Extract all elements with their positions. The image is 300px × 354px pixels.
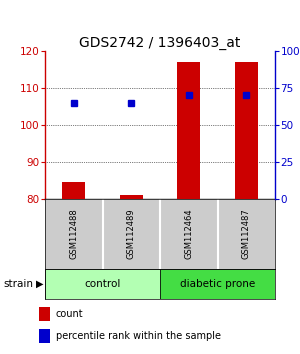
Bar	[235, 62, 258, 199]
Bar	[39, 307, 50, 321]
Title: GDS2742 / 1396403_at: GDS2742 / 1396403_at	[79, 36, 241, 50]
Text: ▶: ▶	[36, 279, 44, 289]
Text: GSM112464: GSM112464	[184, 209, 193, 259]
Bar	[120, 195, 143, 199]
Text: GSM112488: GSM112488	[69, 209, 78, 259]
Bar	[39, 329, 50, 343]
Bar	[45, 269, 160, 299]
Text: strain: strain	[3, 279, 33, 289]
Text: GSM112489: GSM112489	[127, 209, 136, 259]
Bar	[62, 182, 85, 199]
Text: count: count	[56, 309, 83, 319]
Text: diabetic prone: diabetic prone	[180, 279, 255, 289]
Text: control: control	[84, 279, 121, 289]
Text: GSM112487: GSM112487	[242, 209, 251, 259]
Text: percentile rank within the sample: percentile rank within the sample	[56, 331, 221, 341]
Bar	[177, 62, 200, 199]
Bar	[160, 269, 275, 299]
